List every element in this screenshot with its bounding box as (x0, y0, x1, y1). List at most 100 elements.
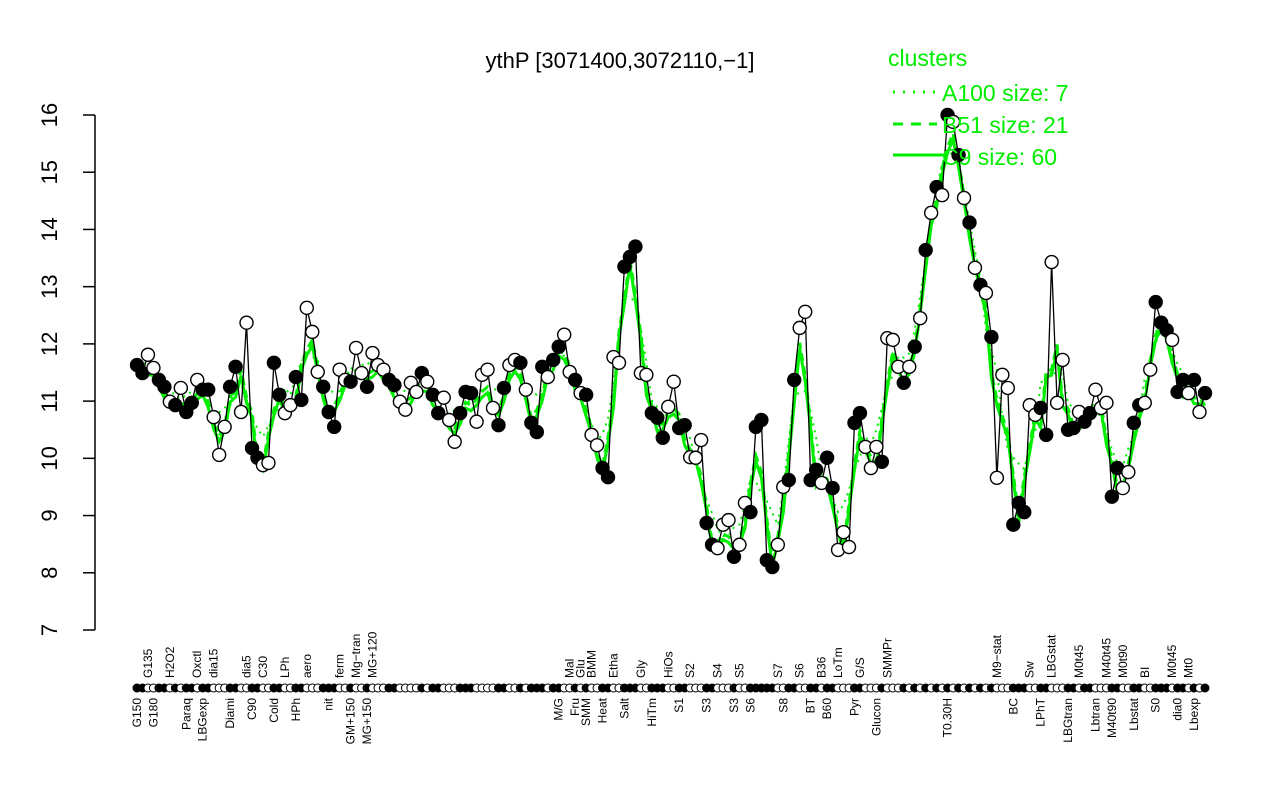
data-point (951, 147, 966, 163)
data-point (1088, 382, 1103, 397)
data-point (885, 332, 901, 348)
y-tick-label: 12 (37, 332, 62, 356)
y-tick-label: 14 (37, 217, 62, 241)
legend: clusters A100 size: 7 B51 size: 21 C9 si… (888, 45, 1069, 170)
x-tick-label: Cold (267, 698, 281, 723)
data-point (359, 379, 375, 395)
x-tick-label: MG+150 (360, 698, 374, 745)
x-tick-label: G/S (853, 657, 867, 678)
data-point (228, 359, 243, 374)
data-point (1164, 332, 1180, 348)
data-point (491, 417, 506, 433)
x-tick-label: Glu (574, 659, 588, 678)
x-tick-label: Oxctl (190, 651, 204, 678)
x-tick-label: LBGexp (196, 698, 210, 742)
x-tick-label: M9−stat (990, 634, 1004, 678)
data-point (146, 360, 161, 376)
x-tick-label: SMM (579, 698, 593, 726)
data-point (688, 450, 703, 465)
data-point (239, 315, 254, 330)
data-point (1006, 517, 1021, 532)
x-tick-label: S1 (672, 698, 686, 713)
y-tick-label: 15 (37, 160, 62, 184)
data-point (567, 372, 583, 388)
x-axis-labels: G150 G135 G180 H2O2 Paraq Oxctl LBGexp dia15 Dia… (130, 631, 1201, 744)
x-tick-label: S6 (793, 663, 807, 678)
data-point (157, 379, 172, 395)
data-point (945, 114, 961, 130)
x-tick-label: S3 (727, 698, 741, 713)
data-point (1181, 385, 1196, 401)
x-tick-label: dia0 (1171, 698, 1185, 721)
data-point (1115, 480, 1131, 496)
data-point (792, 320, 807, 336)
x-tick-label: M0t45 (1072, 644, 1086, 678)
data-point (365, 345, 380, 361)
y-tick-label: 8 (37, 567, 62, 579)
data-point (995, 367, 1010, 382)
x-tick-label: LoTm (831, 647, 845, 678)
x-tick-label: BMM (585, 650, 599, 678)
data-point (611, 355, 627, 370)
data-point (781, 472, 796, 488)
data-point (354, 365, 369, 381)
x-tick-label: S7 (771, 663, 785, 678)
y-tick-label: 10 (37, 446, 62, 470)
data-point (907, 339, 922, 354)
x-tick-label: Salt (617, 697, 631, 718)
data-point (294, 392, 309, 408)
data-point (650, 410, 665, 425)
x-tick-label: Lbexp (1187, 698, 1201, 731)
data-point (1066, 420, 1081, 436)
data-point (677, 417, 692, 433)
data-point (797, 304, 813, 320)
data-point (173, 380, 189, 396)
data-point (1197, 385, 1213, 401)
data-point (420, 374, 435, 389)
x-tick-label: S2 (683, 663, 697, 678)
data-point (1055, 352, 1070, 368)
x-tick-label: Heat (596, 697, 610, 723)
x-tick-label: G180 (146, 698, 160, 728)
data-point (316, 379, 331, 395)
data-point (836, 524, 851, 540)
cluster-b51-line (136, 128, 1207, 561)
data-point (272, 387, 287, 403)
x-tick-label: Pyr (847, 698, 861, 716)
data-point (989, 470, 1005, 485)
data-point (710, 540, 725, 556)
x-tick-label: dia15 (207, 648, 221, 678)
x-tick-label: LPhT (1034, 697, 1048, 726)
data-point (1104, 489, 1120, 504)
data-point (447, 434, 462, 449)
data-point (934, 187, 950, 203)
y-tick-label: 13 (37, 274, 62, 298)
cluster-c9-line (136, 133, 1207, 567)
data-point (529, 424, 545, 440)
data-point (496, 380, 512, 396)
x-tick-label: Sw (1023, 661, 1037, 678)
x-tick-label: S0 (1149, 698, 1163, 713)
x-tick-label: Diami (223, 698, 237, 729)
data-point (233, 404, 249, 420)
chart-title: ythP [3071400,3072110,−1] (486, 48, 755, 73)
x-tick-label: aero (300, 654, 314, 678)
data-point (661, 399, 676, 415)
data-point (321, 404, 336, 420)
data-point (200, 382, 216, 397)
data-point (902, 359, 917, 374)
data-point (184, 395, 199, 411)
data-point (852, 405, 868, 421)
data-point (1192, 404, 1207, 420)
data-point (1126, 415, 1142, 431)
x-tick-label: nit (322, 697, 336, 710)
data-point (206, 409, 221, 425)
x-tick-label: M0t45 (1165, 644, 1179, 678)
x-tick-label: Glucon (869, 698, 883, 736)
data-point (1137, 395, 1152, 411)
rug-mark (1200, 683, 1210, 693)
x-tick-label: H2O2 (163, 646, 177, 678)
data-point (578, 387, 594, 403)
data-point (1186, 372, 1202, 388)
